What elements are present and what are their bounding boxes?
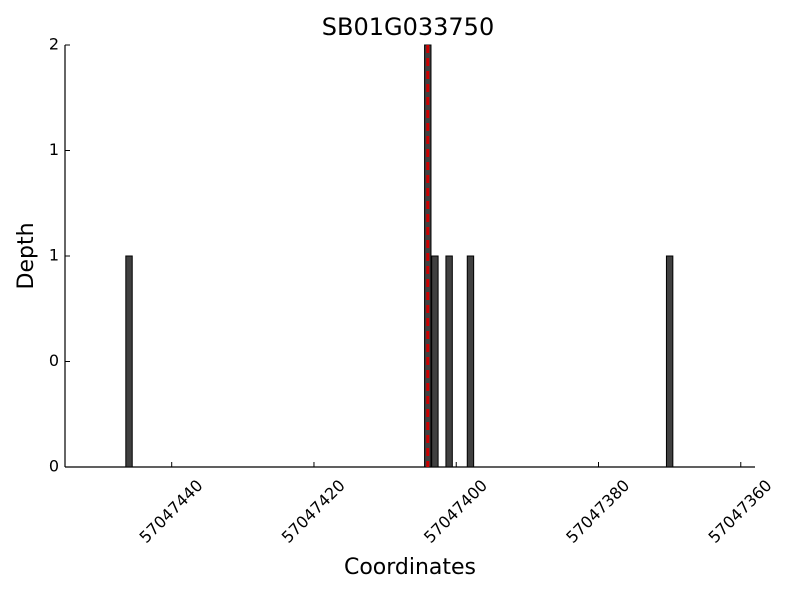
x-tick-label: 57047380 [562, 476, 633, 547]
y-tick-label: 0 [49, 457, 59, 476]
bar [445, 255, 453, 468]
chart-title: SB01G033750 [322, 13, 494, 41]
y-tick-label: 1 [49, 246, 59, 265]
y-axis-label: Depth [14, 222, 39, 289]
x-tick-label: 57047360 [705, 476, 776, 547]
x-tick-label: 57047420 [278, 476, 349, 547]
x-axis-label: Coordinates [344, 555, 476, 580]
bar [466, 255, 475, 468]
y-tick-label: 1 [49, 140, 59, 159]
y-tick-label: 0 [49, 351, 59, 370]
bar [125, 255, 133, 468]
x-tick-label: 57047440 [135, 476, 206, 547]
bar [431, 255, 439, 468]
y-tick-label: 2 [49, 35, 59, 54]
bar [665, 255, 674, 468]
x-tick-label: 57047400 [420, 476, 491, 547]
